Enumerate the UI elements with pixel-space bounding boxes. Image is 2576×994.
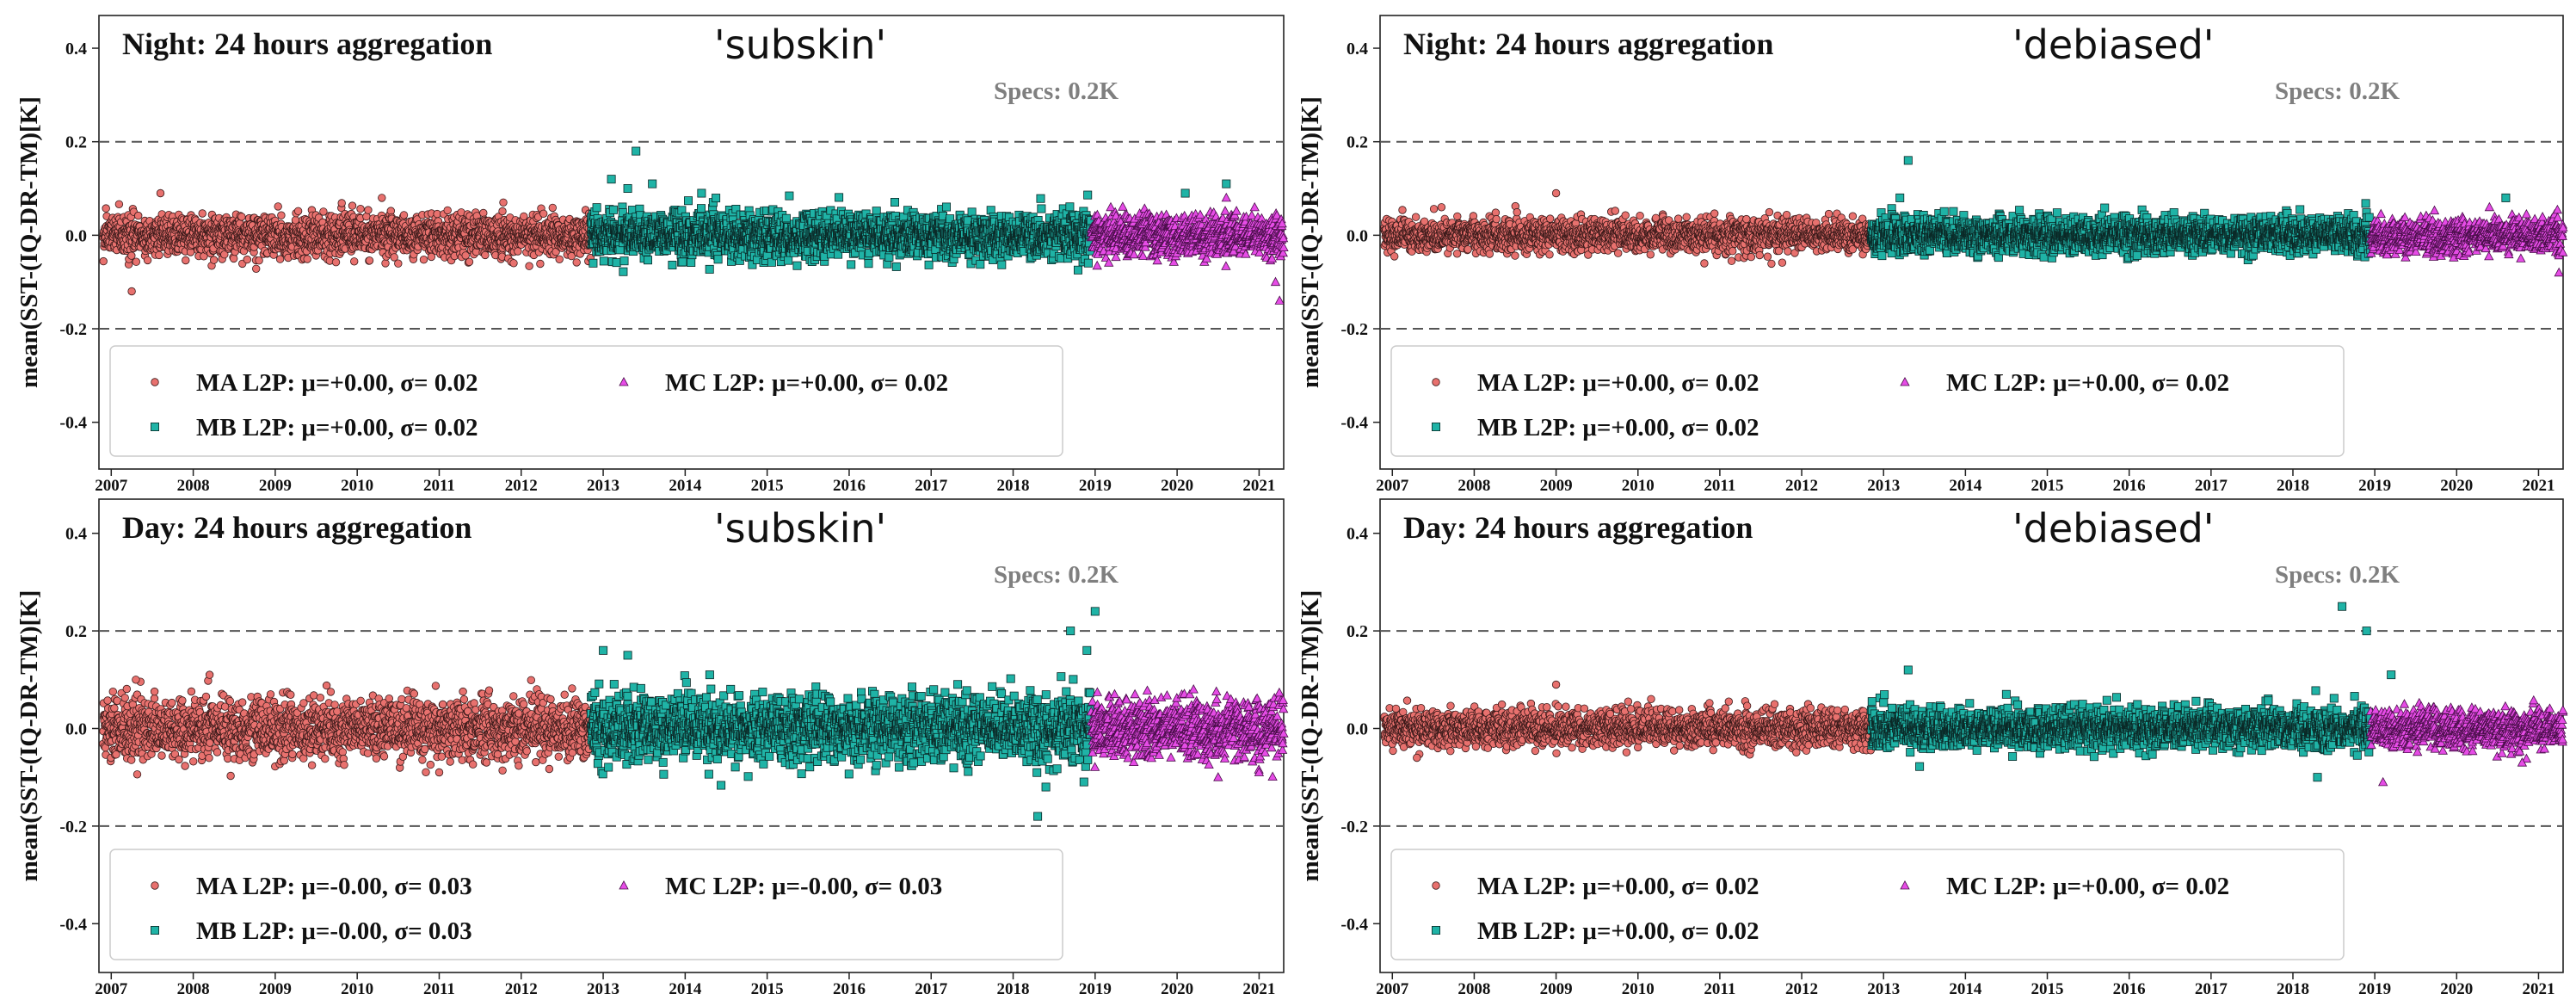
data-point (293, 207, 303, 216)
data-point (514, 247, 522, 256)
data-point (365, 256, 374, 265)
data-point (891, 197, 900, 207)
data-point (784, 256, 793, 265)
data-point (381, 259, 390, 268)
data-point (198, 209, 206, 218)
data-point (143, 256, 152, 265)
data-point (687, 257, 696, 267)
data-point (1065, 202, 1075, 212)
data-point (608, 205, 618, 214)
data-point (419, 256, 428, 264)
data-point (394, 259, 403, 268)
data-point (525, 262, 533, 270)
outlier-point (632, 146, 641, 156)
data-point (942, 202, 952, 212)
data-point (1074, 265, 1083, 275)
data-point (237, 213, 246, 221)
data-point (792, 261, 802, 270)
data-point (967, 207, 977, 217)
data-point (678, 257, 687, 267)
data-point (891, 262, 901, 271)
outlier-point (1180, 188, 1190, 198)
data-point (619, 256, 629, 266)
data-point (668, 260, 677, 269)
data-point (619, 267, 628, 276)
outlier-point (607, 175, 616, 184)
data-point (572, 258, 581, 267)
data-point (1036, 194, 1045, 203)
data-point (555, 255, 564, 264)
data-point (465, 257, 474, 267)
data-point (182, 256, 190, 265)
data-point (348, 201, 357, 210)
data-point (785, 191, 794, 201)
data-point (255, 256, 263, 265)
data-point (498, 207, 507, 216)
data-point (705, 264, 714, 274)
data-point (1083, 258, 1093, 268)
data-point (399, 211, 409, 219)
data-point (274, 202, 282, 211)
outlier-point (697, 188, 706, 198)
data-point (499, 198, 508, 207)
data-point (303, 255, 311, 263)
data-point (277, 211, 286, 219)
data-point (356, 204, 365, 213)
data-point (209, 256, 219, 264)
data-point (337, 199, 346, 207)
data-point (835, 193, 844, 202)
data-point (275, 255, 285, 263)
outlier-point (648, 179, 657, 188)
data-point (114, 200, 124, 209)
data-point (520, 212, 528, 221)
data-point (697, 204, 706, 213)
data-point (479, 208, 488, 218)
data-point (230, 254, 238, 263)
data-point (536, 259, 545, 269)
data-point (350, 257, 359, 266)
data-point (1037, 204, 1046, 213)
data-point (127, 251, 136, 260)
data-point (443, 206, 452, 215)
data-point (684, 196, 693, 206)
data-point (781, 213, 791, 223)
data-point (1083, 190, 1093, 200)
data-point (99, 256, 108, 266)
data-point (847, 260, 856, 269)
outlier-point (378, 194, 386, 202)
data-point (132, 257, 141, 266)
data-point (713, 255, 723, 264)
data-point (976, 260, 985, 269)
data-point (364, 206, 373, 214)
data-point (509, 259, 518, 268)
data-point (481, 250, 490, 260)
data-point (592, 203, 601, 213)
outlier-point (623, 183, 632, 193)
data-point (548, 203, 558, 213)
data-point (589, 258, 598, 268)
series-ma-l2p (99, 188, 595, 296)
data-point (612, 258, 621, 268)
data-point (924, 260, 934, 269)
data-point (102, 204, 110, 213)
data-point (864, 259, 873, 269)
outlier-point (156, 188, 165, 198)
data-point (872, 207, 881, 216)
data-point (599, 256, 608, 266)
outlier-point (127, 287, 136, 296)
data-point (252, 264, 261, 274)
outlier-point (1222, 179, 1231, 188)
data-point (155, 250, 163, 260)
data-point (331, 258, 341, 267)
data-point (997, 260, 1007, 269)
data-point (539, 209, 548, 219)
data-point (133, 211, 143, 220)
data-point (712, 194, 721, 203)
data-point (243, 255, 252, 264)
data-point (644, 256, 653, 265)
